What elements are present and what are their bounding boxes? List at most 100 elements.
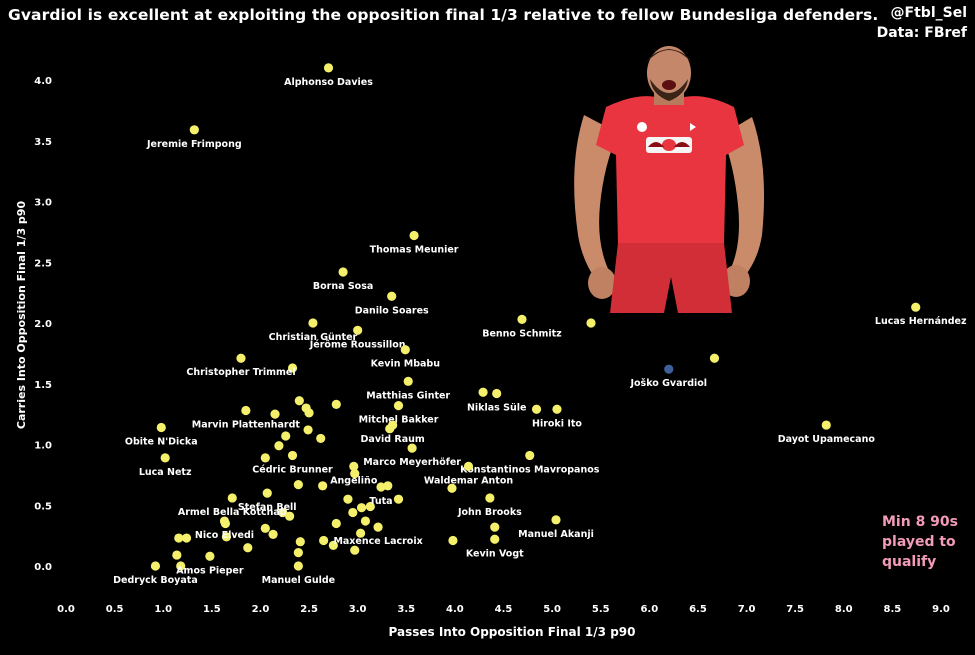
data-point [205, 551, 215, 561]
data-point [156, 422, 166, 433]
data-label: Kevin Vogt [466, 548, 524, 559]
data-point [260, 453, 270, 463]
data-label: Matthias Ginter [366, 390, 450, 401]
data-point [383, 481, 393, 491]
x-tick-label: 4.0 [446, 604, 464, 615]
data-label: Benno Schmitz [482, 328, 562, 339]
data-point [373, 522, 383, 532]
data-point [308, 318, 318, 328]
data-point [343, 494, 353, 504]
data-point [331, 518, 341, 529]
data-point [387, 291, 397, 301]
x-tick-label: 6.0 [640, 604, 658, 615]
data-point [531, 404, 542, 414]
data-label: Luca Netz [139, 467, 192, 478]
data-point [323, 63, 334, 73]
data-point [268, 529, 278, 540]
data-label: Hiroki Ito [532, 418, 582, 429]
data-point [821, 420, 831, 430]
data-label: Konstantinos Mavropanos [460, 464, 600, 475]
data-point [172, 550, 182, 560]
x-tick-label: 1.5 [203, 604, 221, 615]
data-point [355, 528, 366, 538]
data-point [350, 545, 360, 555]
x-tick-label: 3.0 [349, 604, 367, 615]
data-point [293, 479, 303, 490]
data-point [407, 443, 417, 453]
data-point [448, 535, 458, 546]
data-point [356, 503, 367, 513]
data-point [294, 396, 304, 406]
data-point [338, 267, 348, 277]
data-point [316, 433, 326, 444]
data-point [293, 548, 303, 558]
data-point [365, 501, 375, 512]
x-tick-label: 9.0 [932, 604, 950, 615]
data-point [353, 325, 363, 335]
data-point [176, 561, 186, 571]
data-label: Joško Gvardiol [630, 378, 708, 389]
data-label: Thomas Meunier [370, 245, 459, 256]
data-point [463, 461, 474, 471]
data-label: David Raum [361, 434, 425, 445]
note-line-2: played to [882, 534, 956, 550]
data-label: Alphonso Davies [284, 77, 373, 88]
x-tick-label: 3.5 [397, 604, 415, 615]
data-label: Angeliño [330, 475, 378, 486]
data-point [492, 388, 502, 399]
data-point [295, 537, 305, 547]
y-tick-label: 1.0 [34, 441, 52, 452]
player-photo-icon [566, 45, 771, 317]
data-point [303, 425, 313, 435]
data-label: Nico Elvedi [195, 530, 254, 541]
data-label: Maxence Lacroix [333, 536, 422, 547]
data-point [241, 405, 251, 416]
data-point [318, 481, 328, 491]
x-tick-label: 5.5 [592, 604, 610, 615]
data-label: Niklas Süle [467, 402, 526, 413]
x-tick-label: 4.5 [495, 604, 513, 615]
data-point [552, 404, 562, 414]
data-label: Danilo Soares [355, 305, 429, 316]
data-label: Jérôme Roussillon [309, 339, 406, 350]
data-point [376, 482, 386, 492]
data-label: Armel Bella Kotchap [178, 507, 287, 518]
data-point [227, 493, 237, 503]
y-tick-label: 2.0 [34, 319, 52, 330]
note-line-3: qualify [882, 554, 937, 570]
data-point [348, 507, 358, 518]
x-tick-label: 7.0 [738, 604, 756, 615]
x-tick-label: 7.5 [786, 604, 804, 615]
data-label: Marco Meyerhöfer [363, 457, 461, 468]
x-tick-label: 5.0 [543, 604, 561, 615]
data-point [274, 441, 284, 451]
credit-handle: @Ftbl_Sel [890, 5, 967, 21]
data-label: Jeremie Frimpong [146, 139, 242, 150]
data-point [551, 515, 561, 525]
data-point [270, 409, 280, 419]
data-label: Christopher Trimmel [186, 367, 295, 378]
data-label: Kevin Mbabu [371, 359, 440, 370]
y-tick-label: 0.5 [34, 501, 52, 512]
x-tick-label: 0.5 [106, 604, 124, 615]
y-tick-label: 1.5 [34, 380, 52, 391]
data-point [709, 353, 720, 363]
data-point [447, 483, 457, 493]
data-label: Borna Sosa [313, 281, 373, 292]
data-point [293, 561, 303, 571]
data-point [243, 543, 253, 553]
data-point [349, 461, 359, 471]
data-point [328, 540, 338, 550]
data-label: Amos Pieper [176, 565, 244, 576]
y-tick-label: 3.5 [34, 137, 52, 148]
note-line-1: Min 8 90s [882, 514, 959, 530]
data-point [485, 493, 495, 503]
data-point [181, 533, 192, 543]
data-point [174, 533, 184, 543]
data-point [287, 450, 298, 461]
data-label: Manuel Gulde [262, 575, 335, 586]
data-point [478, 387, 488, 397]
data-point [393, 401, 404, 411]
data-point [490, 534, 500, 544]
